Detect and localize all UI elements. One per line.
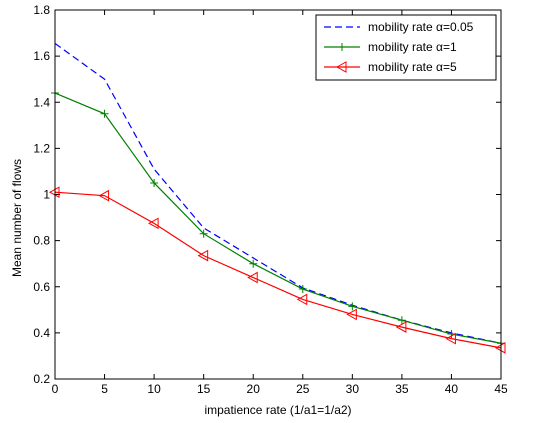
y-tick-label: 1 bbox=[43, 188, 50, 202]
legend: mobility rate α=0.05 mobility rate α=1 mob… bbox=[315, 14, 497, 81]
tick-labels: 0 5 10 15 20 25 30 35 40 45 0.2 0.4 0.6 0.8 1 1.2 1.4 1.6… bbox=[33, 3, 508, 396]
y-tick-label: 1.4 bbox=[33, 95, 50, 109]
series-2 bbox=[51, 89, 505, 348]
data-point bbox=[346, 308, 357, 321]
data-point bbox=[98, 189, 110, 202]
y-tick-label: 0.6 bbox=[33, 280, 50, 294]
data-point bbox=[338, 43, 346, 51]
x-tick-label: 25 bbox=[296, 382, 310, 396]
x-tick-label: 0 bbox=[52, 382, 59, 396]
data-point bbox=[247, 271, 258, 284]
data-point bbox=[199, 229, 208, 238]
legend-entry: mobility rate α=5 bbox=[324, 60, 457, 74]
data-point bbox=[249, 259, 258, 268]
x-tick-label: 30 bbox=[346, 382, 360, 396]
y-tick-label: 1.2 bbox=[33, 141, 50, 155]
y-axis-label: Mean number of flows bbox=[10, 159, 24, 277]
data-point bbox=[100, 109, 109, 118]
x-tick-label: 15 bbox=[197, 382, 211, 396]
data-point bbox=[397, 316, 406, 325]
data-point bbox=[335, 61, 347, 73]
x-axis-label: impatience rate (1/a1=1/a2) bbox=[204, 403, 351, 417]
data-point bbox=[150, 178, 159, 187]
legend-entry: mobility rate α=0.05 bbox=[324, 20, 474, 34]
x-tick-label: 20 bbox=[247, 382, 261, 396]
y-tick-label: 1.6 bbox=[33, 49, 50, 63]
data-point bbox=[395, 321, 407, 333]
data-point bbox=[148, 217, 159, 230]
x-tick-label: 5 bbox=[101, 382, 108, 396]
data-point bbox=[296, 293, 308, 306]
data-point bbox=[197, 249, 209, 262]
legend-entry: mobility rate α=1 bbox=[324, 40, 457, 54]
axis-labels: impatience rate (1/a1=1/a2) Mean number … bbox=[10, 159, 352, 417]
y-tick-label: 0.8 bbox=[33, 234, 50, 248]
y-tick-label: 0.2 bbox=[33, 372, 50, 386]
data-point bbox=[348, 302, 357, 311]
data-point bbox=[445, 332, 456, 345]
legend-label: mobility rate α=0.05 bbox=[368, 20, 474, 34]
x-tick-label: 45 bbox=[494, 382, 508, 396]
y-tick-label: 1.8 bbox=[33, 3, 50, 17]
x-tick-label: 35 bbox=[395, 382, 409, 396]
y-tick-label: 0.4 bbox=[33, 326, 50, 340]
axes-box bbox=[54, 9, 502, 380]
x-tick-label: 40 bbox=[445, 382, 459, 396]
legend-label: mobility rate α=1 bbox=[368, 40, 457, 54]
legend-label: mobility rate α=5 bbox=[368, 60, 457, 74]
series-line bbox=[54, 191, 502, 349]
x-tick-label: 10 bbox=[147, 382, 161, 396]
plot-frame bbox=[54, 9, 502, 380]
data-point bbox=[298, 285, 307, 294]
series-line bbox=[54, 92, 502, 344]
series-layer bbox=[48, 42, 506, 354]
